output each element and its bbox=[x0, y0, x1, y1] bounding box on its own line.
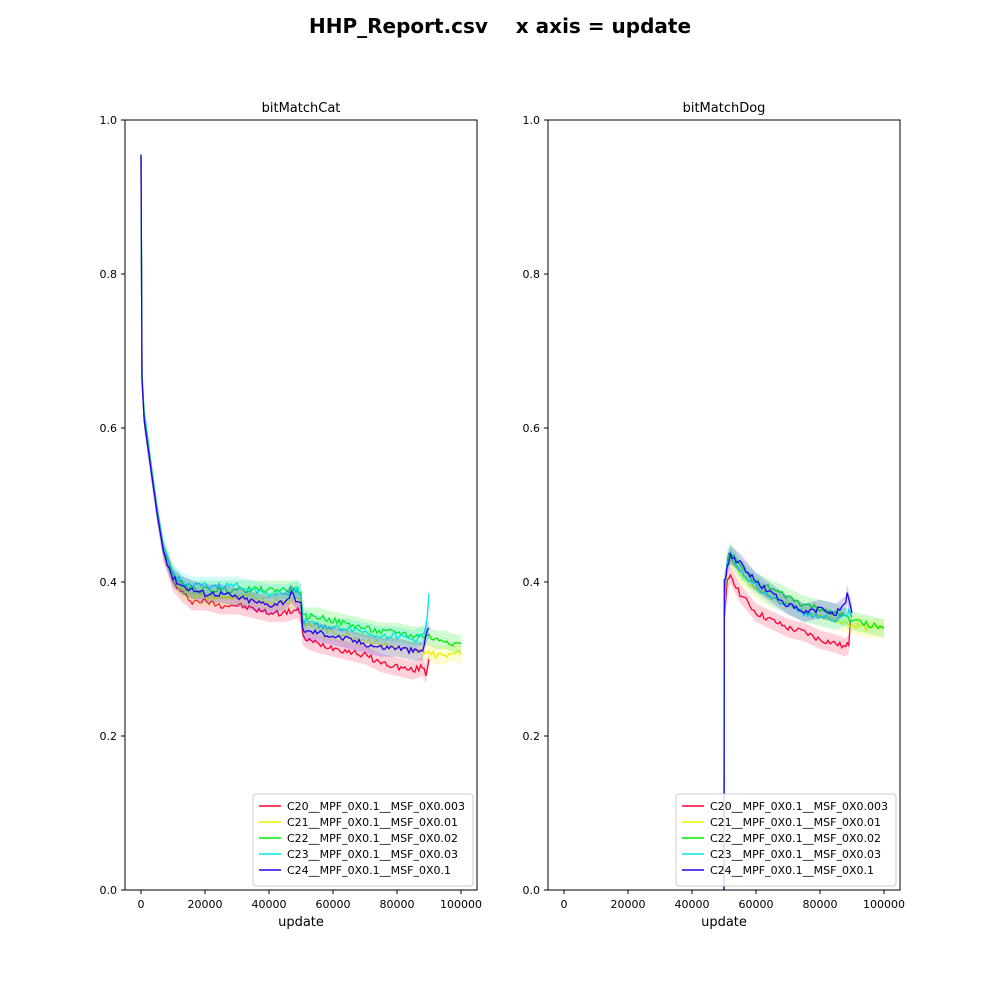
x-tick-label: 100000 bbox=[863, 898, 905, 911]
series-group bbox=[723, 541, 885, 890]
legend-label: C20__MPF_0X0.1__MSF_0X0.003 bbox=[710, 800, 888, 813]
series-line-C24 bbox=[723, 551, 853, 890]
series-line-C21 bbox=[723, 555, 885, 890]
plot-area bbox=[125, 120, 477, 890]
y-tick-label: 1.0 bbox=[100, 114, 118, 127]
y-tick-label: 0.2 bbox=[100, 730, 118, 743]
legend-label: C21__MPF_0X0.1__MSF_0X0.01 bbox=[710, 816, 881, 829]
legend-label: C22__MPF_0X0.1__MSF_0X0.02 bbox=[710, 832, 881, 845]
y-tick-label: 1.0 bbox=[523, 114, 541, 127]
series-band-C20 bbox=[724, 565, 851, 890]
legend-label: C21__MPF_0X0.1__MSF_0X0.01 bbox=[287, 816, 458, 829]
x-axis-label: update bbox=[278, 915, 324, 930]
y-tick-label: 0.0 bbox=[100, 884, 118, 897]
subplot-1: 0 20000 40000 60000 80000 100000 0.0 0.2 0.4 0.6 0… bbox=[100, 101, 483, 930]
figure-title: HHP_Report.csv x axis = update bbox=[308, 14, 692, 38]
legend-label: C23__MPF_0X0.1__MSF_0X0.03 bbox=[710, 848, 881, 861]
x-tick-label: 20000 bbox=[611, 898, 646, 911]
legend-label: C22__MPF_0X0.1__MSF_0X0.02 bbox=[287, 832, 458, 845]
y-tick-label: 0.8 bbox=[100, 268, 118, 281]
x-tick-label: 60000 bbox=[739, 898, 774, 911]
legend: C20__MPF_0X0.1__MSF_0X0.003 C21__MPF_0X0.… bbox=[252, 793, 474, 887]
legend: C20__MPF_0X0.1__MSF_0X0.003 C21__MPF_0X0.… bbox=[675, 793, 897, 887]
legend-label: C20__MPF_0X0.1__MSF_0X0.003 bbox=[287, 800, 465, 813]
series-group bbox=[140, 145, 462, 684]
y-tick-label: 0.8 bbox=[523, 268, 541, 281]
y-tick-label: 0.0 bbox=[523, 884, 541, 897]
legend-label: C23__MPF_0X0.1__MSF_0X0.03 bbox=[287, 848, 458, 861]
subplot-title: bitMatchDog bbox=[683, 101, 766, 116]
x-tick-label: 0 bbox=[138, 898, 145, 911]
legend-box bbox=[675, 793, 897, 887]
plot-frame bbox=[547, 119, 901, 891]
y-tick-label: 0.4 bbox=[100, 576, 118, 589]
y-tick-label: 0.6 bbox=[100, 422, 118, 435]
series-line-C23 bbox=[723, 554, 853, 890]
x-tick-label: 80000 bbox=[803, 898, 838, 911]
subplot-2: 0 20000 40000 60000 80000 100000 0.0 0.2 0.4 0.6 0… bbox=[523, 101, 906, 930]
y-tick-label: 0.2 bbox=[523, 730, 541, 743]
x-tick-label: 100000 bbox=[440, 898, 482, 911]
x-tick-label: 40000 bbox=[675, 898, 710, 911]
series-line-C20 bbox=[140, 158, 430, 677]
x-axis-label: update bbox=[701, 915, 747, 930]
y-tick-label: 0.4 bbox=[523, 576, 541, 589]
series-line-C24 bbox=[140, 154, 430, 655]
legend-label: C24__MPF_0X0.1__MSF_0X0.1 bbox=[710, 864, 874, 877]
x-tick-label: 0 bbox=[561, 898, 568, 911]
plot-frame bbox=[124, 119, 478, 891]
series-line-C20 bbox=[723, 573, 852, 890]
series-band-C21 bbox=[724, 549, 884, 890]
legend-box bbox=[252, 793, 474, 887]
y-tick-label: 0.6 bbox=[523, 422, 541, 435]
series-line-C23 bbox=[140, 154, 430, 643]
x-tick-label: 80000 bbox=[380, 898, 415, 911]
x-tick-label: 20000 bbox=[188, 898, 223, 911]
series-band-C22 bbox=[724, 541, 884, 890]
subplot-title: bitMatchCat bbox=[262, 101, 341, 116]
x-tick-label: 40000 bbox=[252, 898, 287, 911]
x-tick-label: 60000 bbox=[316, 898, 351, 911]
series-line-C22 bbox=[723, 552, 885, 890]
legend-label: C24__MPF_0X0.1__MSF_0X0.1 bbox=[287, 864, 451, 877]
